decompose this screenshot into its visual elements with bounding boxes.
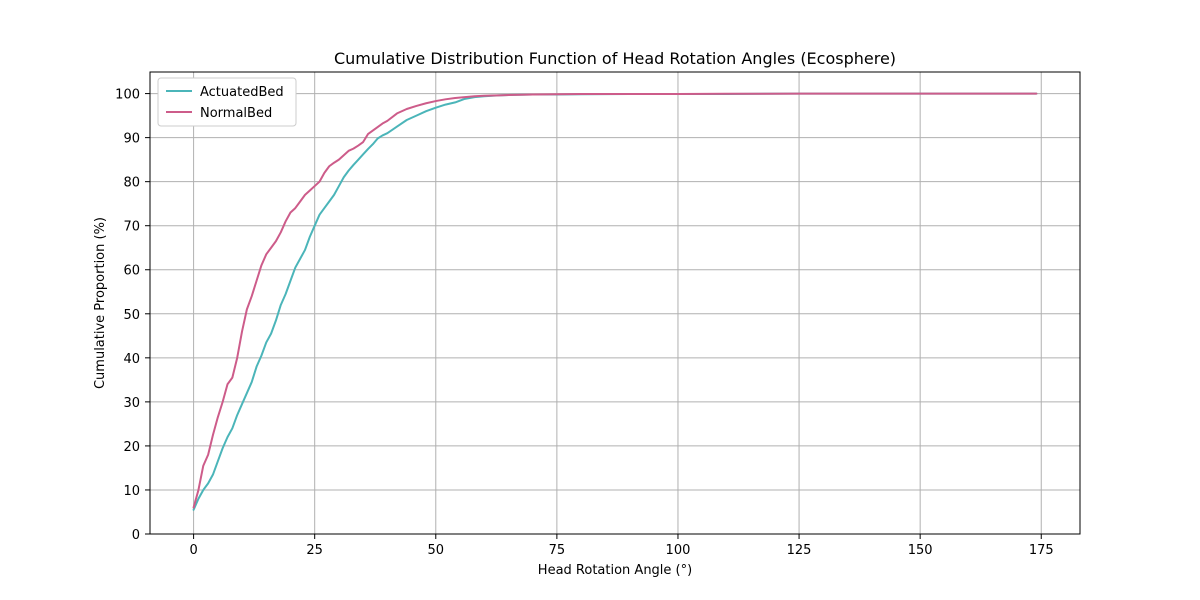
x-tick-label: 100	[666, 543, 691, 558]
y-tick-label: 50	[123, 308, 140, 323]
legend: ActuatedBed NormalBed	[157, 77, 297, 127]
x-tick-label: 125	[787, 543, 812, 558]
series-line-normalbed	[192, 92, 1038, 509]
grid-layer	[150, 72, 1080, 535]
legend-label-normalbed: NormalBed	[200, 106, 272, 121]
x-tick-label: 25	[306, 543, 323, 558]
x-tick-label: 50	[428, 543, 445, 558]
x-tick-label: 0	[189, 543, 197, 558]
y-tick-label: 60	[123, 264, 140, 279]
plot-frame	[149, 71, 1081, 535]
chart-title: Cumulative Distribution Function of Head…	[334, 49, 896, 68]
x-tick-label: 150	[908, 543, 933, 558]
y-tick-label: 100	[115, 88, 140, 103]
x-axis-label: Head Rotation Angle (°)	[538, 563, 692, 578]
legend-label-actuatedbed: ActuatedBed	[200, 85, 284, 100]
y-tick-label: 40	[123, 352, 140, 367]
y-tick-label: 20	[123, 440, 140, 455]
legend-box	[157, 77, 297, 127]
ticks-layer: 0 25 50 75 100 125 150 175 0 10 20 30 40 50 60 70 80 90 10…	[115, 88, 1053, 558]
plot-area	[150, 72, 1080, 534]
x-tick-label: 175	[1029, 543, 1054, 558]
y-axis-label: Cumulative Proportion (%)	[93, 217, 108, 389]
y-tick-label: 0	[132, 528, 140, 543]
x-tick-label: 75	[549, 543, 566, 558]
y-tick-label: 30	[123, 396, 140, 411]
series-layer	[192, 92, 1038, 511]
y-tick-label: 10	[123, 484, 140, 499]
y-tick-label: 80	[123, 176, 140, 191]
y-tick-label: 70	[123, 220, 140, 235]
y-tick-label: 90	[123, 132, 140, 147]
